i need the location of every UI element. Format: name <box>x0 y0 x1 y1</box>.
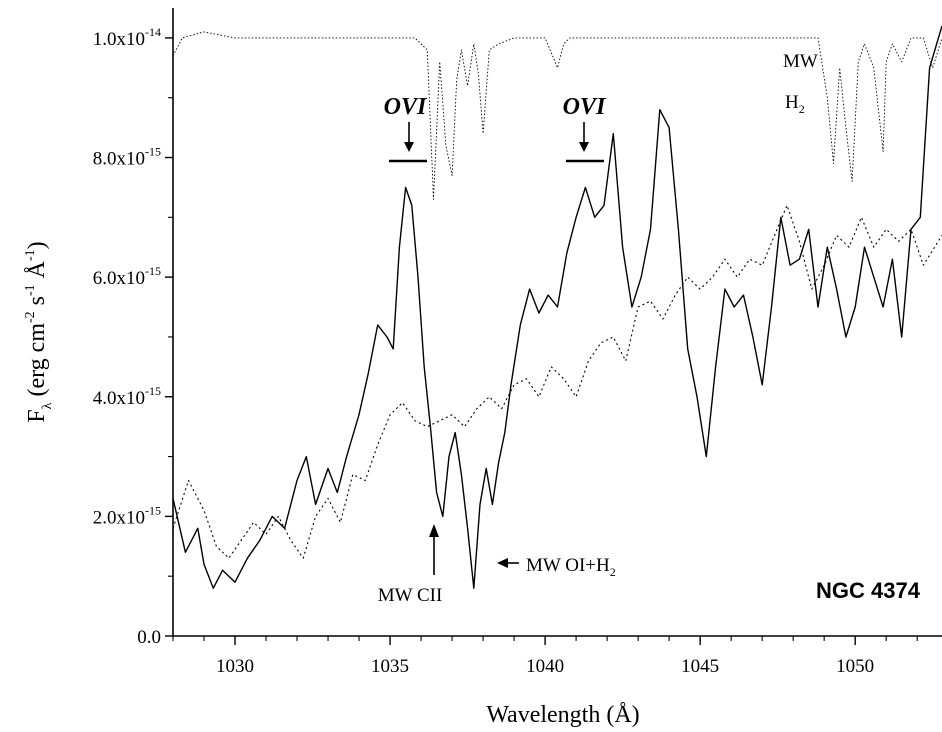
y-axis-title-exp3: -1 <box>23 249 38 261</box>
y-axis-title-sub: λ <box>40 402 55 409</box>
y-tick-label: 1.0x10-14 <box>93 25 161 50</box>
ovi-left-label: OVI <box>384 94 428 120</box>
mw-oi-arrow-head <box>497 558 508 568</box>
x-axis-title: Wavelength (Å) <box>486 702 639 728</box>
spectrum-series-1 <box>172 25 942 589</box>
spectrum-series-2 <box>172 204 942 559</box>
ovi-right-label: OVI <box>563 94 607 120</box>
y-axis-title-exp1: -2 <box>23 311 38 323</box>
mw-cii-arrow-head <box>429 524 439 537</box>
mw-oi-label: MW OI+H2 <box>526 555 616 579</box>
y-axis-title-close: ) <box>24 241 50 249</box>
y-axis-title-exp2: -1 <box>23 284 38 296</box>
series-layer <box>172 25 942 589</box>
object-label: NGC 4374 <box>816 578 921 603</box>
mw-cii-label: MW CII <box>378 585 443 606</box>
y-tick-label: 8.0x10-15 <box>93 145 161 170</box>
y-axis-title-main: F <box>24 409 50 422</box>
y-tick-label: 2.0x10-15 <box>93 503 161 528</box>
x-tick-label: 1045 <box>681 656 719 677</box>
h2-label-sub: 2 <box>799 102 805 116</box>
x-tick-label: 1035 <box>371 656 409 677</box>
spectrum-series-3 <box>172 31 942 200</box>
ovi-right-arrow-head <box>579 142 589 152</box>
x-tick-label: 1040 <box>526 656 564 677</box>
ovi-left-arrow-head <box>404 142 414 152</box>
mw-oi-label-main: MW OI+H <box>526 555 610 576</box>
y-axis-title-mid2: Å <box>24 260 50 284</box>
x-tick-label: 1030 <box>216 656 254 677</box>
mw-top-label: MW <box>783 51 818 72</box>
annotation-layer <box>389 122 604 575</box>
axes-layer: 1030 1035 1040 1045 1050 0.0 2.0x10-15 4.0x10-1… <box>93 8 942 677</box>
h2-label: H2 <box>785 92 805 116</box>
y-axis-title: Fλ (erg cm-2 s-1 Å-1) <box>23 241 55 422</box>
y-tick-label: 6.0x10-15 <box>93 264 161 289</box>
y-axis-title-unit: (erg cm <box>24 323 50 403</box>
h2-label-main: H <box>785 92 799 113</box>
y-tick-label: 0.0 <box>137 627 161 648</box>
y-tick-label: 4.0x10-15 <box>93 384 161 409</box>
mw-oi-label-sub: 2 <box>610 565 616 579</box>
y-axis-title-mid1: s <box>24 296 50 311</box>
x-tick-label: 1050 <box>836 656 874 677</box>
